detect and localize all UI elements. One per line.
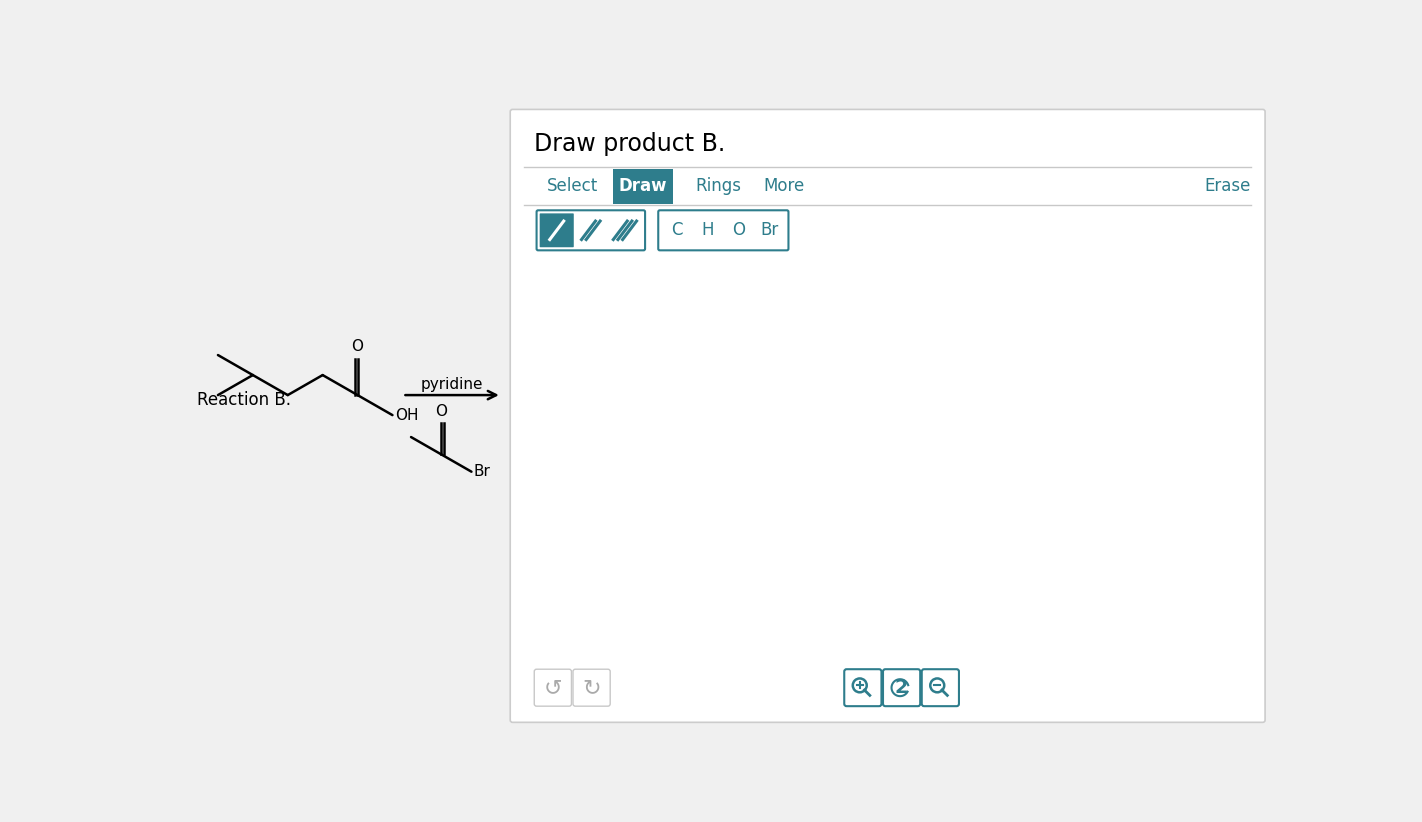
- Text: O: O: [435, 404, 448, 418]
- FancyBboxPatch shape: [921, 669, 958, 706]
- Text: 2: 2: [894, 678, 909, 697]
- FancyBboxPatch shape: [540, 214, 573, 247]
- Text: Br: Br: [474, 464, 491, 479]
- Text: Select: Select: [547, 178, 599, 196]
- Text: ↻: ↻: [582, 677, 602, 698]
- Text: ↺: ↺: [543, 677, 562, 698]
- Text: Draw product B.: Draw product B.: [535, 132, 725, 156]
- FancyBboxPatch shape: [845, 669, 882, 706]
- FancyBboxPatch shape: [883, 669, 920, 706]
- FancyBboxPatch shape: [573, 669, 610, 706]
- Text: C: C: [671, 221, 683, 239]
- Text: Erase: Erase: [1204, 178, 1251, 196]
- Text: pyridine: pyridine: [421, 377, 483, 392]
- FancyBboxPatch shape: [535, 669, 572, 706]
- Text: Rings: Rings: [695, 178, 741, 196]
- Text: O: O: [351, 339, 364, 354]
- FancyBboxPatch shape: [613, 169, 673, 204]
- Text: Draw: Draw: [619, 178, 667, 196]
- Text: Br: Br: [761, 221, 779, 239]
- Text: Reaction B.: Reaction B.: [198, 391, 292, 409]
- FancyBboxPatch shape: [536, 210, 646, 251]
- Text: OH: OH: [395, 408, 418, 423]
- Text: More: More: [764, 178, 805, 196]
- FancyBboxPatch shape: [658, 210, 788, 251]
- FancyBboxPatch shape: [510, 109, 1266, 723]
- Text: H: H: [701, 221, 714, 239]
- Text: O: O: [732, 221, 745, 239]
